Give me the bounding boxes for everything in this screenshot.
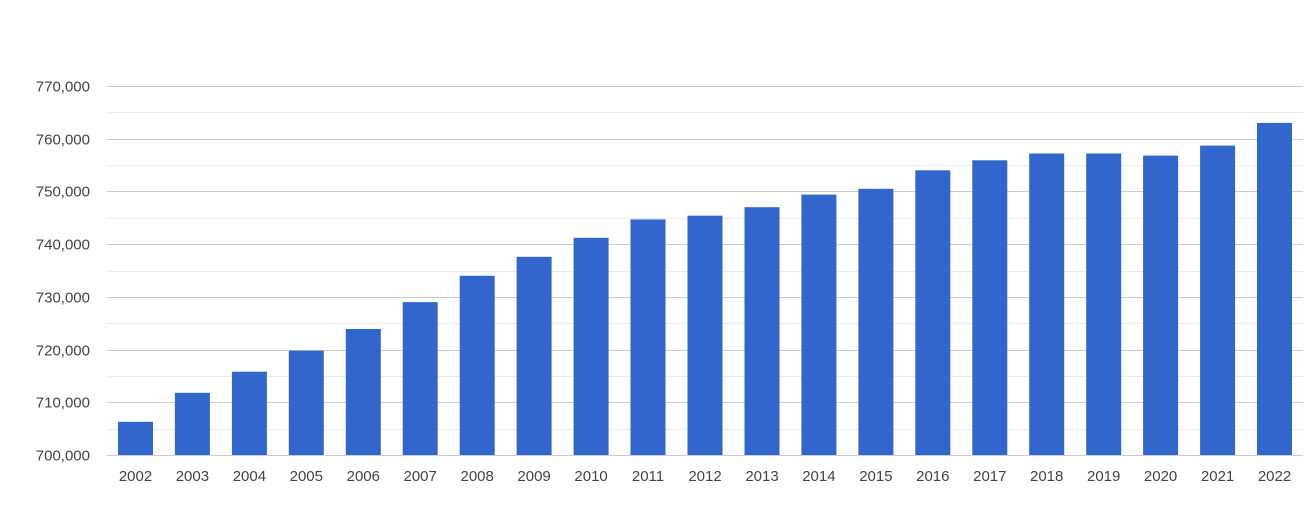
bar-2019 (1086, 153, 1122, 455)
bar-2004 (231, 371, 267, 455)
x-tick-label: 2004 (233, 468, 266, 485)
bar-2007 (402, 302, 438, 455)
x-tick-label: 2011 (632, 468, 664, 485)
bar-2012 (687, 215, 723, 455)
bar-2018 (1029, 153, 1065, 455)
x-tick-label: 2008 (461, 468, 494, 485)
y-tick-label: 760,000 (36, 132, 90, 149)
bar-2010 (573, 237, 609, 455)
bar-2014 (801, 194, 837, 455)
y-axis-tick-labels: 700,000 710,000 720,000 730,000 740,000 750,0… (36, 79, 90, 465)
x-tick-label: 2019 (1087, 468, 1120, 485)
bar-2022 (1257, 122, 1292, 456)
x-tick-label: 2003 (176, 468, 209, 485)
bar-2006 (345, 329, 381, 455)
bar-2015 (858, 188, 894, 456)
y-tick-label: 720,000 (36, 343, 90, 360)
y-tick-label: 710,000 (36, 395, 90, 412)
bar-2017 (972, 160, 1008, 456)
x-tick-label: 2009 (517, 468, 550, 485)
x-tick-label: 2007 (404, 468, 437, 485)
bar-2011 (630, 219, 666, 455)
x-tick-label: 2020 (1144, 468, 1177, 485)
x-tick-label: 2005 (290, 468, 323, 485)
x-tick-label: 2017 (973, 468, 1006, 485)
bar-2013 (744, 207, 780, 455)
bar-2003 (174, 392, 210, 455)
y-tick-label: 750,000 (36, 184, 90, 201)
bar-2008 (459, 275, 495, 455)
bars (118, 122, 1292, 456)
x-tick-label: 2014 (802, 468, 835, 485)
y-tick-label: 730,000 (36, 290, 90, 307)
y-tick-label: 770,000 (36, 79, 90, 96)
bar-2020 (1143, 155, 1179, 455)
x-tick-label: 2021 (1201, 468, 1234, 485)
x-tick-label: 2015 (859, 468, 892, 485)
x-tick-label: 2013 (745, 468, 778, 485)
y-tick-label: 740,000 (36, 237, 90, 254)
x-tick-label: 2016 (916, 468, 949, 485)
bar-2021 (1200, 145, 1236, 455)
x-tick-label: 2022 (1258, 468, 1291, 485)
bar-2005 (288, 350, 324, 455)
bar-2002 (118, 421, 153, 455)
x-tick-label: 2012 (688, 468, 721, 485)
x-tick-label: 2010 (574, 468, 607, 485)
bar-2016 (915, 170, 951, 456)
x-axis-tick-labels: 2002 2003 2004 2005 2006 2007 2008 2009 2010 2011… (119, 468, 1291, 485)
bar-2009 (516, 256, 552, 455)
x-tick-label: 2018 (1030, 468, 1063, 485)
x-tick-label: 2002 (119, 468, 152, 485)
y-tick-label: 700,000 (36, 448, 90, 465)
x-tick-label: 2006 (347, 468, 380, 485)
